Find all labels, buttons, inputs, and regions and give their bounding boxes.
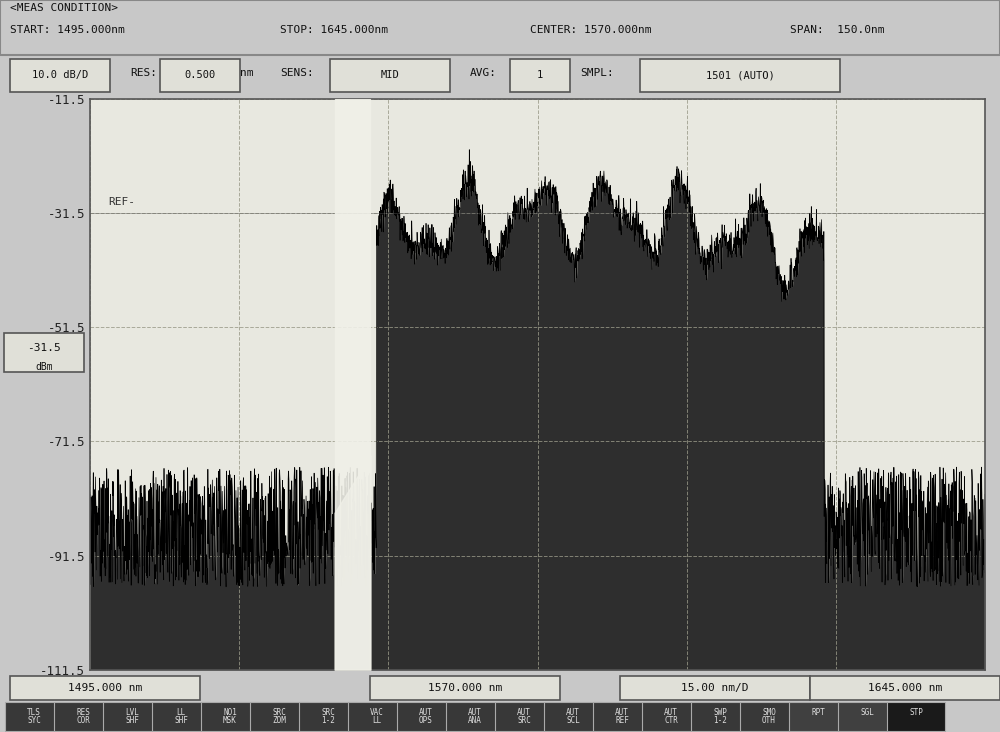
Text: AUT: AUT: [468, 708, 482, 717]
FancyBboxPatch shape: [810, 676, 1000, 701]
Text: SWP: SWP: [713, 708, 727, 717]
Text: NO1: NO1: [223, 708, 237, 717]
Text: REF: REF: [615, 717, 629, 725]
FancyBboxPatch shape: [495, 703, 553, 731]
Text: 1: 1: [537, 70, 543, 80]
FancyBboxPatch shape: [152, 703, 210, 731]
Text: LL: LL: [372, 717, 382, 725]
Text: AUT: AUT: [419, 708, 433, 717]
Text: RPT: RPT: [811, 708, 825, 717]
Text: SHF: SHF: [174, 717, 188, 725]
Text: SCL: SCL: [566, 717, 580, 725]
Text: 10.0 dB/D: 10.0 dB/D: [32, 70, 88, 80]
Text: 1495.000 nm: 1495.000 nm: [68, 683, 142, 693]
FancyBboxPatch shape: [299, 703, 357, 731]
Text: SMO: SMO: [762, 708, 776, 717]
Text: REF-: REF-: [108, 198, 135, 207]
FancyBboxPatch shape: [740, 703, 798, 731]
Text: ANA: ANA: [468, 717, 482, 725]
Text: 0.500: 0.500: [184, 70, 216, 80]
FancyBboxPatch shape: [250, 703, 308, 731]
Text: SRC: SRC: [272, 708, 286, 717]
Text: START: 1495.000nm: START: 1495.000nm: [10, 25, 125, 35]
FancyBboxPatch shape: [5, 703, 63, 731]
FancyBboxPatch shape: [348, 703, 406, 731]
FancyBboxPatch shape: [838, 703, 896, 731]
Text: nm: nm: [240, 68, 254, 78]
Text: MSK: MSK: [223, 717, 237, 725]
Text: SGL: SGL: [860, 708, 874, 717]
FancyBboxPatch shape: [642, 703, 700, 731]
Text: RES:: RES:: [130, 68, 157, 78]
FancyBboxPatch shape: [691, 703, 749, 731]
FancyBboxPatch shape: [397, 703, 455, 731]
Text: LL: LL: [176, 708, 186, 717]
FancyBboxPatch shape: [510, 59, 570, 92]
Text: CENTER: 1570.000nm: CENTER: 1570.000nm: [530, 25, 652, 35]
Text: AUT: AUT: [566, 708, 580, 717]
Text: 1570.000 nm: 1570.000 nm: [428, 683, 502, 693]
FancyBboxPatch shape: [370, 676, 560, 701]
Text: 1501 (AUTO): 1501 (AUTO): [706, 70, 774, 80]
FancyBboxPatch shape: [10, 59, 110, 92]
Text: STOP: 1645.000nm: STOP: 1645.000nm: [280, 25, 388, 35]
Text: SENS:: SENS:: [280, 68, 314, 78]
Text: SMPL:: SMPL:: [580, 68, 614, 78]
Text: SHF: SHF: [125, 717, 139, 725]
Text: 15.00 nm/D: 15.00 nm/D: [681, 683, 749, 693]
Text: VAC: VAC: [370, 708, 384, 717]
Text: TLS: TLS: [27, 708, 41, 717]
Bar: [335, 99, 370, 670]
Text: LVL: LVL: [125, 708, 139, 717]
FancyBboxPatch shape: [160, 59, 240, 92]
Text: SRC: SRC: [321, 708, 335, 717]
Text: SRC: SRC: [517, 717, 531, 725]
FancyBboxPatch shape: [640, 59, 840, 92]
Text: STP: STP: [909, 708, 923, 717]
FancyBboxPatch shape: [887, 703, 945, 731]
FancyBboxPatch shape: [201, 703, 259, 731]
FancyBboxPatch shape: [620, 676, 810, 701]
Text: OTH: OTH: [762, 717, 776, 725]
Text: SPAN:  150.0nm: SPAN: 150.0nm: [790, 25, 885, 35]
Text: OPS: OPS: [419, 717, 433, 725]
Text: AVG:: AVG:: [470, 68, 497, 78]
Text: dBm: dBm: [35, 362, 53, 372]
Text: ZOM: ZOM: [272, 717, 286, 725]
Text: AUT: AUT: [664, 708, 678, 717]
Text: 1645.000 nm: 1645.000 nm: [868, 683, 942, 693]
FancyBboxPatch shape: [330, 59, 450, 92]
Text: COR: COR: [76, 717, 90, 725]
FancyBboxPatch shape: [593, 703, 651, 731]
Text: <MEAS CONDITION>: <MEAS CONDITION>: [10, 3, 118, 12]
Text: -31.5: -31.5: [27, 343, 61, 353]
FancyBboxPatch shape: [446, 703, 504, 731]
Text: 1-2: 1-2: [321, 717, 335, 725]
FancyBboxPatch shape: [103, 703, 161, 731]
Text: MID: MID: [381, 70, 399, 80]
Text: RES: RES: [76, 708, 90, 717]
Text: AUT: AUT: [517, 708, 531, 717]
Text: AUT: AUT: [615, 708, 629, 717]
Text: SYC: SYC: [27, 717, 41, 725]
FancyBboxPatch shape: [54, 703, 112, 731]
FancyBboxPatch shape: [544, 703, 602, 731]
Text: CTR: CTR: [664, 717, 678, 725]
FancyBboxPatch shape: [4, 333, 84, 373]
FancyBboxPatch shape: [10, 676, 200, 701]
Text: 1-2: 1-2: [713, 717, 727, 725]
FancyBboxPatch shape: [789, 703, 847, 731]
